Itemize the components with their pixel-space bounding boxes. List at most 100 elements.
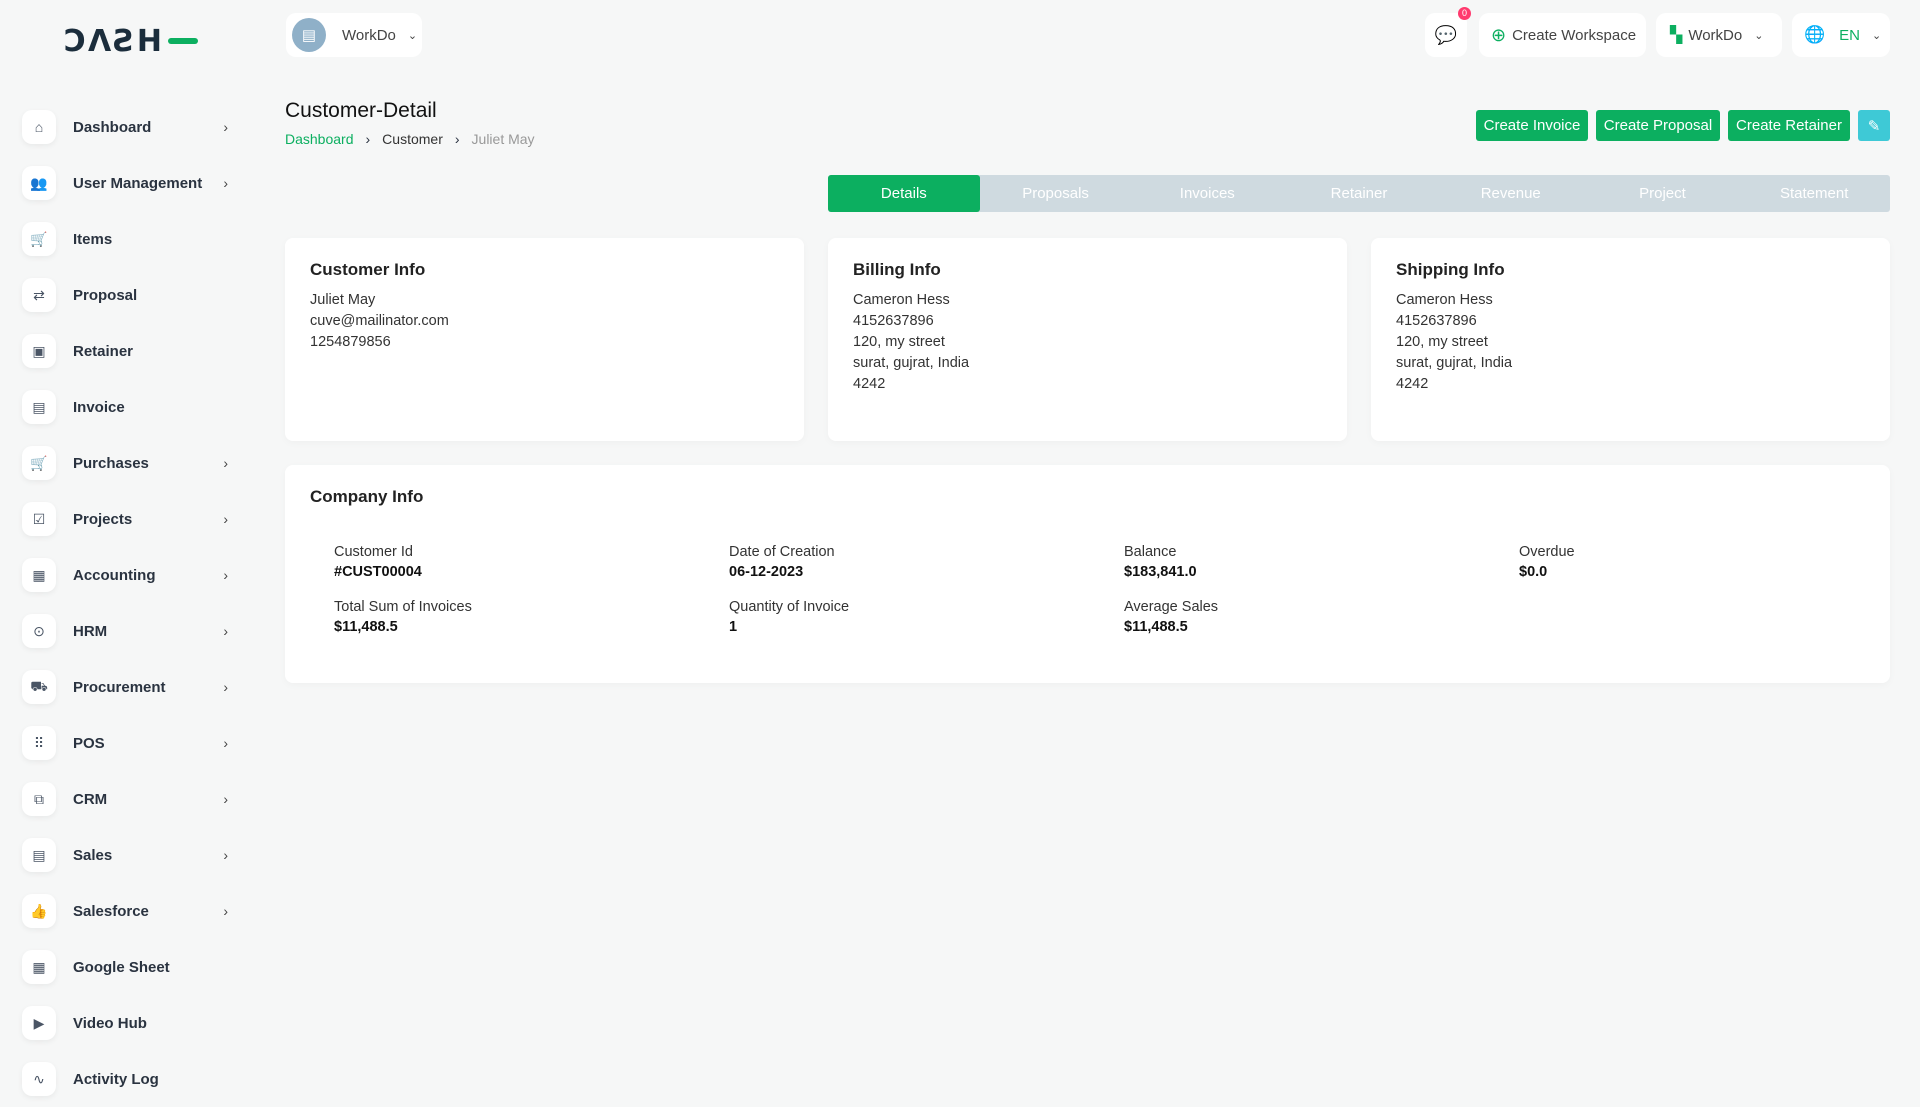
sidebar-item-label: Sales xyxy=(73,846,113,864)
billing-info-card: Billing Info Cameron Hess 4152637896 120, … xyxy=(828,238,1347,441)
chevron-right-icon: › xyxy=(223,119,228,135)
tab-retainer[interactable]: Retainer xyxy=(1330,185,1388,202)
field-value: $183,841.0 xyxy=(1124,564,1197,580)
create-proposal-button[interactable]: Create Proposal xyxy=(1596,110,1720,141)
sidebar-item-items[interactable]: 🛒 Items xyxy=(22,211,232,267)
sidebar-item-retainer[interactable]: ▣ Retainer xyxy=(22,323,232,379)
company-field: Overdue $0.0 xyxy=(1519,542,1575,582)
breadcrumb-dashboard[interactable]: Dashboard xyxy=(285,131,354,147)
sidebar-item-label: Salesforce xyxy=(73,902,149,920)
language-selector[interactable]: 🌐 EN ⌄ xyxy=(1792,13,1890,57)
sidebar-item-label: Activity Log xyxy=(73,1070,159,1088)
info-line: Cameron Hess xyxy=(853,292,950,308)
grid-icon: ▦ xyxy=(22,558,56,592)
sidebar-item-dashboard[interactable]: ⌂ Dashboard › xyxy=(22,99,232,155)
video-icon: ▶ xyxy=(22,1006,56,1040)
document-icon: ▤ xyxy=(22,838,56,872)
sidebar-item-label: Purchases xyxy=(73,454,149,472)
info-lines: Juliet May cuve@mailinator.com 1254879856 xyxy=(310,290,779,353)
field-value: $0.0 xyxy=(1519,564,1548,580)
edit-button[interactable]: ✎ xyxy=(1858,110,1890,141)
info-line: Cameron Hess xyxy=(1396,292,1493,308)
company-field: Total Sum of Invoices $11,488.5 xyxy=(334,597,472,637)
sidebar-item-label: Dashboard xyxy=(73,118,152,136)
workspace-switch[interactable]: ▚ WorkDo ⌄ xyxy=(1656,13,1782,57)
info-line: 4242 xyxy=(853,376,886,392)
field-label: Average Sales xyxy=(1124,599,1219,615)
sidebar-item-google-sheet[interactable]: ▦ Google Sheet xyxy=(22,939,232,995)
chevron-right-icon: › xyxy=(223,847,228,863)
tab-revenue[interactable]: Revenue xyxy=(1480,185,1541,202)
shipping-info-card: Shipping Info Cameron Hess 4152637896 120,… xyxy=(1371,238,1890,441)
detail-tabs: Details Proposals Invoices Retainer Revenue P… xyxy=(828,175,1890,212)
sidebar-item-projects[interactable]: ☑ Projects › xyxy=(22,491,232,547)
workspace-name: WorkDo xyxy=(342,26,396,44)
messages-button[interactable]: 💬 0 xyxy=(1425,7,1471,57)
breadcrumb-current: Juliet May xyxy=(471,131,535,147)
sidebar-item-label: POS xyxy=(73,734,105,752)
workspace-selector[interactable]: ▤ WorkDo ⌄ xyxy=(286,13,422,57)
cart-icon: 🛒 xyxy=(22,446,56,480)
field-value: 1 xyxy=(729,619,738,635)
sidebar-item-activity-log[interactable]: ∿ Activity Log xyxy=(22,1051,232,1107)
retainer-icon: ▣ xyxy=(22,334,56,368)
field-value: $11,488.5 xyxy=(1124,619,1188,635)
chevron-right-icon: › xyxy=(223,735,228,751)
tab-statement[interactable]: Statement xyxy=(1779,185,1849,202)
card-title: Company Info xyxy=(310,487,424,506)
sidebar-item-proposal[interactable]: ⇄ Proposal xyxy=(22,267,232,323)
create-workspace-button[interactable]: ⊕ Create Workspace xyxy=(1479,13,1646,57)
sidebar-item-label: HRM xyxy=(73,622,108,640)
sidebar-item-accounting[interactable]: ▦ Accounting › xyxy=(22,547,232,603)
sidebar-item-label: Video Hub xyxy=(73,1014,147,1032)
sidebar-item-salesforce[interactable]: 👍 Salesforce › xyxy=(22,883,232,939)
company-info-card: Company Info Customer Id #CUST00004 Date o… xyxy=(285,465,1890,683)
sidebar-item-label: Proposal xyxy=(73,286,138,304)
info-line: 4152637896 xyxy=(1396,313,1477,329)
sidebar-item-invoice[interactable]: ▤ Invoice xyxy=(22,379,232,435)
chat-icon: 💬 xyxy=(1434,24,1458,45)
chevron-down-icon: ⌄ xyxy=(1872,29,1882,42)
apps-icon: ▚ xyxy=(1670,27,1683,44)
create-retainer-button[interactable]: Create Retainer xyxy=(1728,110,1850,141)
company-field: Quantity of Invoice 1 xyxy=(729,597,849,637)
sidebar-item-label: Items xyxy=(73,230,113,248)
sidebar-item-sales[interactable]: ▤ Sales › xyxy=(22,827,232,883)
sidebar-item-video-hub[interactable]: ▶ Video Hub xyxy=(22,995,232,1051)
chevron-right-icon: › xyxy=(223,679,228,695)
tab-project[interactable]: Project xyxy=(1639,185,1686,202)
home-icon: ⌂ xyxy=(22,110,56,144)
sidebar-item-label: Procurement xyxy=(73,678,166,696)
breadcrumb-customer[interactable]: Customer xyxy=(382,131,443,147)
field-value: #CUST00004 xyxy=(334,564,422,580)
customer-info-card: Customer Info Juliet May cuve@mailinator.… xyxy=(285,238,804,441)
chevron-right-icon: › xyxy=(223,567,228,583)
create-invoice-button[interactable]: Create Invoice xyxy=(1476,110,1588,141)
field-label: Date of Creation xyxy=(729,544,835,560)
page-title: Customer-Detail xyxy=(285,99,437,122)
tab-details[interactable]: Details xyxy=(828,175,980,212)
pencil-icon: ✎ xyxy=(1867,117,1881,135)
sidebar-nav: ⌂ Dashboard › 👥 User Management › 🛒 Items ⇄ Propo… xyxy=(22,99,232,1107)
field-value: $11,488.5 xyxy=(334,619,398,635)
checkbox-icon: ☑ xyxy=(22,502,56,536)
sidebar-item-procurement[interactable]: ⛟ Procurement › xyxy=(22,659,232,715)
sidebar-item-crm[interactable]: ⧉ CRM › xyxy=(22,771,232,827)
tab-invoices[interactable]: Invoices xyxy=(1179,185,1235,202)
logo[interactable]: ƆΛƧH xyxy=(64,24,234,59)
sidebar-item-pos[interactable]: ⠿ POS › xyxy=(22,715,232,771)
notification-badge: 0 xyxy=(1458,7,1471,20)
sidebar-item-user-management[interactable]: 👥 User Management › xyxy=(22,155,232,211)
info-line: surat, gujrat, India xyxy=(853,355,970,371)
info-line: 120, my street xyxy=(853,334,945,350)
field-value: 06-12-2023 xyxy=(729,564,804,580)
dots-grid-icon: ⠿ xyxy=(22,726,56,760)
create-workspace-label: Create Workspace xyxy=(1512,26,1637,44)
tab-proposals[interactable]: Proposals xyxy=(1022,185,1089,202)
info-line: cuve@mailinator.com xyxy=(310,313,449,329)
hrm-icon: ⊙ xyxy=(22,614,56,648)
sidebar-item-purchases[interactable]: 🛒 Purchases › xyxy=(22,435,232,491)
info-line: 120, my street xyxy=(1396,334,1488,350)
plus-circle-icon: ⊕ xyxy=(1491,24,1507,45)
sidebar-item-hrm[interactable]: ⊙ HRM › xyxy=(22,603,232,659)
